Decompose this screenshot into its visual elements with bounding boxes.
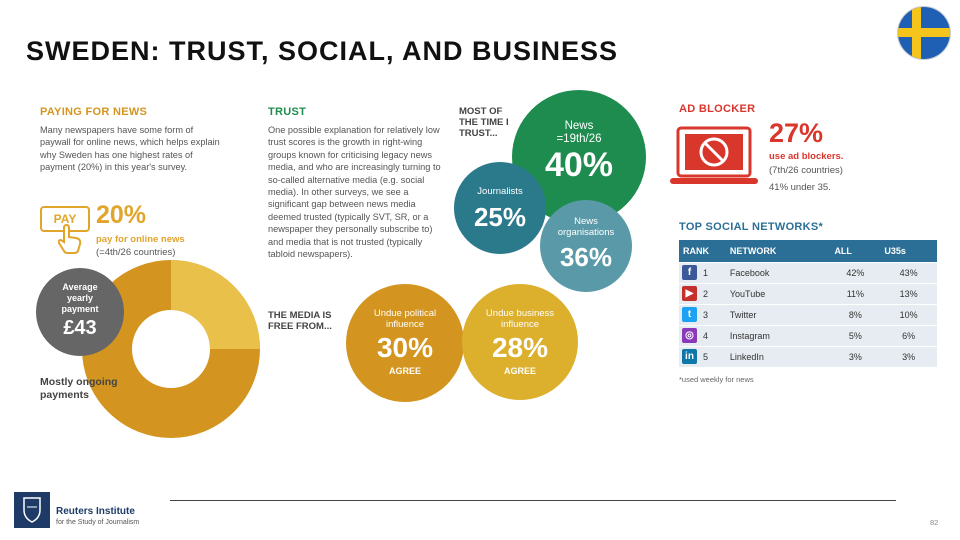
ad-blocker-percent: 27% <box>769 118 824 148</box>
hand-pointer-icon <box>56 223 84 254</box>
twitter-icon: t <box>682 307 697 322</box>
network-icon-cell: ◎ <box>679 324 699 346</box>
network-icon-cell: in <box>679 345 699 367</box>
ad-blocker-label: use ad blockers. <box>769 151 844 162</box>
news-trust-percent: 40% <box>544 146 614 184</box>
political-agree-label: AGREE <box>388 366 421 376</box>
oxford-crest-icon <box>14 492 50 528</box>
network-rank: 2 <box>699 282 726 304</box>
ad-blocker-heading: AD BLOCKER <box>679 103 756 115</box>
network-name: Twitter <box>725 303 831 325</box>
table-row: f 1 Facebook 42% 43% <box>679 261 937 283</box>
table-row: ◎ 4 Instagram 5% 6% <box>679 324 937 346</box>
facebook-icon: f <box>682 265 697 280</box>
ongoing-payments-label: Mostly ongoing payments <box>40 376 118 401</box>
network-rank: 1 <box>699 261 726 283</box>
journalists-trust-bubble: Journalists 25% <box>454 162 546 254</box>
table-row: in 5 LinkedIn 3% 3% <box>679 345 937 367</box>
network-name: Facebook <box>725 261 831 283</box>
average-payment-circle: Average yearly payment £43 <box>36 268 124 356</box>
table-row: ▶ 2 YouTube 11% 13% <box>679 282 937 304</box>
column-header-u35: U35s <box>880 240 937 262</box>
pay-percent: 20% <box>96 201 147 229</box>
network-all-percent: 5% <box>830 324 881 346</box>
political-influence-bubble: Undue political influence 30% AGREE <box>346 284 464 402</box>
network-name: Instagram <box>725 324 831 346</box>
network-all-percent: 11% <box>830 282 881 304</box>
donut-other-segment <box>169 260 260 351</box>
network-icon-cell: ▶ <box>679 282 699 304</box>
free-from-heading: THE MEDIA IS FREE FROM... <box>268 310 332 332</box>
column-header-network: NETWORK <box>725 240 831 262</box>
network-u35-percent: 10% <box>880 303 937 325</box>
reuters-institute-subtitle: for the Study of Journalism <box>56 519 140 526</box>
news-orgs-trust-bubble: News organisations 36% <box>540 200 632 292</box>
news-orgs-trust-label: News organisations <box>557 216 615 238</box>
business-agree-label: AGREE <box>503 366 536 376</box>
network-name: LinkedIn <box>725 345 831 367</box>
network-icon-cell: f <box>679 261 699 283</box>
network-rank: 4 <box>699 324 726 346</box>
ad-blocker-rank: (7th/26 countries) <box>769 165 843 176</box>
payment-donut-chart <box>82 260 260 438</box>
reuters-institute-name: Reuters Institute <box>56 506 135 517</box>
laptop-blocked-icon <box>670 126 758 184</box>
ad-blocker-under35: 41% under 35. <box>769 182 831 193</box>
network-all-percent: 3% <box>830 345 881 367</box>
paying-body: Many newspapers have some form of paywal… <box>40 125 220 173</box>
network-name: YouTube <box>725 282 831 304</box>
network-u35-percent: 43% <box>880 261 937 283</box>
network-rank: 5 <box>699 345 726 367</box>
column-header-all: ALL <box>830 240 881 262</box>
average-payment-value: £43 <box>63 317 97 339</box>
journalists-trust-label: Journalists <box>477 186 523 197</box>
social-networks-table: RANK NETWORK ALL U35s f 1 Facebook 42% 43% ▶ 2… <box>679 240 937 367</box>
footer-divider <box>170 500 896 501</box>
page-title: SWEDEN: TRUST, SOCIAL, AND BUSINESS <box>26 36 619 66</box>
youtube-icon: ▶ <box>682 286 697 301</box>
business-influence-percent: 28% <box>491 332 549 363</box>
paying-heading: PAYING FOR NEWS <box>40 106 148 118</box>
social-footnote: *used weekly for news <box>679 375 754 384</box>
network-u35-percent: 3% <box>880 345 937 367</box>
instagram-icon: ◎ <box>682 328 697 343</box>
pay-label: pay for online news <box>96 234 185 245</box>
sweden-flag-icon <box>898 7 950 59</box>
table-header-row: RANK NETWORK ALL U35s <box>679 240 937 262</box>
social-networks-heading: TOP SOCIAL NETWORKS* <box>679 221 824 233</box>
political-influence-label: Undue political influence <box>373 308 437 330</box>
column-header-rank: RANK <box>679 240 726 262</box>
table-row: t 3 Twitter 8% 10% <box>679 303 937 325</box>
linkedin-icon: in <box>682 349 697 365</box>
average-payment-label: Average yearly payment <box>61 282 99 314</box>
most-time-heading: MOST OF THE TIME I TRUST... <box>459 106 509 139</box>
network-all-percent: 8% <box>830 303 881 325</box>
news-orgs-trust-percent: 36% <box>559 242 613 272</box>
news-trust-bubble: News =19th/26 40% <box>512 90 646 224</box>
network-u35-percent: 13% <box>880 282 937 304</box>
business-influence-bubble: Undue business influence 28% AGREE <box>462 284 578 400</box>
network-u35-percent: 6% <box>880 324 937 346</box>
news-trust-label: News =19th/26 <box>556 120 602 145</box>
trust-body: One possible explanation for relatively … <box>268 125 441 260</box>
trust-heading: TRUST <box>268 106 307 118</box>
business-influence-label: Undue business influence <box>485 308 555 330</box>
pay-rank: (=4th/26 countries) <box>96 247 176 258</box>
political-influence-percent: 30% <box>376 332 434 363</box>
page-number: 82 <box>930 518 939 527</box>
network-rank: 3 <box>699 303 726 325</box>
network-all-percent: 42% <box>830 261 881 283</box>
network-icon-cell: t <box>679 303 699 325</box>
journalists-trust-percent: 25% <box>473 202 527 232</box>
